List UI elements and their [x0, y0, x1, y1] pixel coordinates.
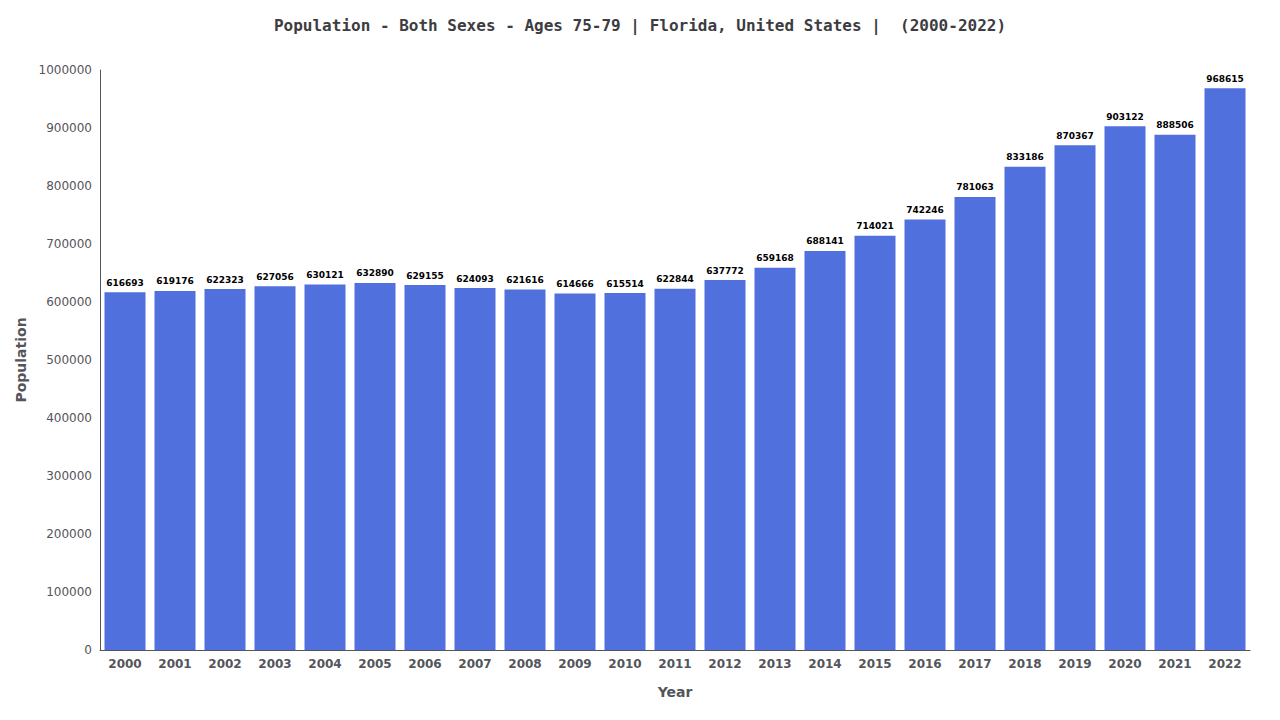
svg-text:714021: 714021 — [856, 221, 894, 231]
svg-text:Population: Population — [13, 317, 29, 402]
svg-text:632890: 632890 — [356, 268, 394, 278]
svg-text:2020: 2020 — [1108, 657, 1141, 671]
svg-text:Population - Both Sexes - Ages: Population - Both Sexes - Ages 75-79 | F… — [274, 16, 1006, 36]
svg-text:833186: 833186 — [1006, 152, 1044, 162]
svg-text:2007: 2007 — [458, 657, 491, 671]
svg-text:614666: 614666 — [556, 279, 594, 289]
svg-text:2006: 2006 — [408, 657, 441, 671]
svg-text:2014: 2014 — [808, 657, 841, 671]
svg-text:622323: 622323 — [206, 275, 244, 285]
svg-text:870367: 870367 — [1056, 131, 1094, 141]
svg-text:903122: 903122 — [1106, 112, 1144, 122]
svg-text:2005: 2005 — [358, 657, 391, 671]
svg-text:900000: 900000 — [46, 121, 92, 135]
svg-text:615514: 615514 — [606, 279, 644, 289]
svg-text:630121: 630121 — [306, 270, 344, 280]
svg-text:2002: 2002 — [208, 657, 241, 671]
svg-text:100000: 100000 — [46, 585, 92, 599]
svg-text:Year: Year — [657, 684, 693, 700]
svg-text:2021: 2021 — [1158, 657, 1191, 671]
svg-text:968615: 968615 — [1206, 74, 1244, 84]
svg-text:2004: 2004 — [308, 657, 341, 671]
svg-text:500000: 500000 — [46, 353, 92, 367]
svg-text:2003: 2003 — [258, 657, 291, 671]
svg-text:2001: 2001 — [158, 657, 191, 671]
svg-text:2019: 2019 — [1058, 657, 1091, 671]
svg-text:2017: 2017 — [958, 657, 991, 671]
svg-text:800000: 800000 — [46, 179, 92, 193]
svg-text:629155: 629155 — [406, 271, 444, 281]
svg-text:627056: 627056 — [256, 272, 294, 282]
svg-text:2012: 2012 — [708, 657, 741, 671]
svg-text:2016: 2016 — [908, 657, 941, 671]
svg-text:300000: 300000 — [46, 469, 92, 483]
svg-text:2013: 2013 — [758, 657, 791, 671]
svg-text:2022: 2022 — [1208, 657, 1241, 671]
svg-text:637772: 637772 — [706, 266, 744, 276]
svg-text:624093: 624093 — [456, 274, 494, 284]
svg-text:2009: 2009 — [558, 657, 591, 671]
svg-text:619176: 619176 — [156, 276, 194, 286]
svg-text:600000: 600000 — [46, 295, 92, 309]
svg-text:400000: 400000 — [46, 411, 92, 425]
svg-text:700000: 700000 — [46, 237, 92, 251]
svg-text:2010: 2010 — [608, 657, 641, 671]
svg-text:2015: 2015 — [858, 657, 891, 671]
svg-text:742246: 742246 — [906, 205, 944, 215]
svg-text:2008: 2008 — [508, 657, 541, 671]
svg-text:2000: 2000 — [108, 657, 141, 671]
svg-text:781063: 781063 — [956, 182, 994, 192]
svg-text:0: 0 — [84, 643, 92, 657]
svg-text:688141: 688141 — [806, 236, 844, 246]
svg-text:622844: 622844 — [656, 274, 694, 284]
svg-text:2011: 2011 — [658, 657, 691, 671]
svg-text:2018: 2018 — [1008, 657, 1041, 671]
svg-text:616693: 616693 — [106, 278, 144, 288]
svg-text:888506: 888506 — [1156, 120, 1194, 130]
svg-text:659168: 659168 — [756, 253, 794, 263]
svg-text:200000: 200000 — [46, 527, 92, 541]
svg-text:1000000: 1000000 — [39, 63, 92, 77]
svg-text:621616: 621616 — [506, 275, 544, 285]
